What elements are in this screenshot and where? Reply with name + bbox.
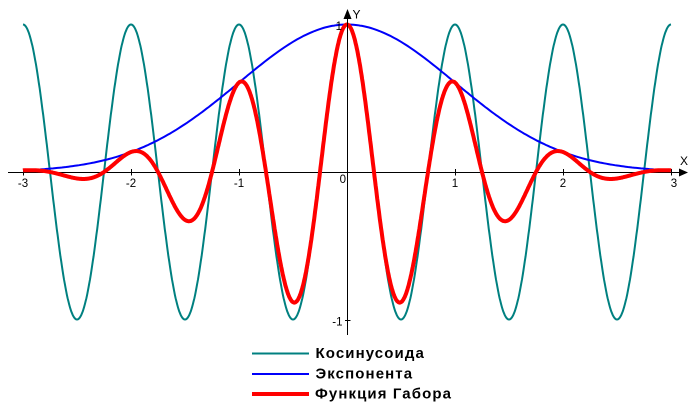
svg-text:1: 1: [336, 21, 342, 33]
svg-text:-1: -1: [234, 178, 244, 190]
svg-text:2: 2: [560, 178, 566, 190]
svg-text:Y: Y: [353, 8, 361, 22]
svg-text:-3: -3: [18, 178, 28, 190]
svg-text:Экспонента: Экспонента: [316, 366, 414, 383]
svg-text:-1: -1: [332, 317, 342, 329]
svg-text:3: 3: [671, 178, 677, 190]
svg-text:Косинусоида: Косинусоида: [316, 345, 425, 362]
svg-text:0: 0: [340, 174, 346, 186]
svg-text:1: 1: [452, 178, 458, 190]
svg-text:-2: -2: [126, 178, 136, 190]
svg-text:X: X: [680, 154, 688, 168]
svg-text:Функция Габора: Функция Габора: [315, 386, 452, 403]
